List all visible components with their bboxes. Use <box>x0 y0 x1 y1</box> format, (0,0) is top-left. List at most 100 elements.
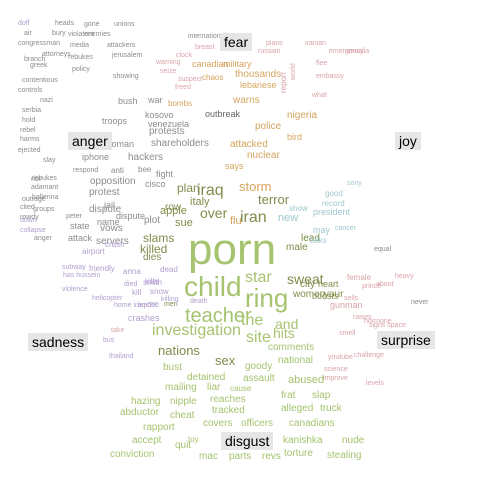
cloud-word: assault <box>243 373 275 384</box>
cloud-word: riot <box>31 176 41 183</box>
cloud-word: thousands <box>235 69 282 80</box>
cloud-word: protest <box>89 187 120 198</box>
cloud-word: iranian <box>305 40 327 47</box>
cloud-word: nipple <box>170 396 197 407</box>
cloud-word: record <box>322 199 345 208</box>
cloud-word: hackers <box>128 152 164 163</box>
cloud-word: city <box>300 279 315 290</box>
cloud-word: freed <box>175 84 191 91</box>
cloud-word: bee <box>138 165 152 174</box>
cloud-word: never <box>411 299 429 306</box>
cloud-word: tracked <box>212 405 245 416</box>
cloud-word: revs <box>262 451 281 462</box>
cloud-word: clock <box>176 52 192 59</box>
cloud-word: frat <box>281 390 296 401</box>
cloud-word: porn <box>188 225 277 274</box>
cloud-word: showing <box>113 73 139 80</box>
cloud-word: rapport <box>143 422 175 433</box>
cloud-word: cheat <box>170 410 195 421</box>
cloud-word: hits <box>273 325 295 341</box>
cloud-word: bush <box>118 96 138 106</box>
cloud-word: hold <box>22 117 36 124</box>
cloud-word: unions <box>114 21 135 28</box>
cloud-word: snow <box>150 287 169 296</box>
cloud-word: comments <box>268 342 315 353</box>
cloud-word: ballerina <box>32 194 59 201</box>
cloud-word: may <box>313 225 331 235</box>
cloud-word: helicopter <box>92 295 123 302</box>
cloud-word: outrage <box>22 196 46 203</box>
cloud-word: international <box>188 33 227 40</box>
cloud-word: quit <box>175 440 192 451</box>
cloud-word: slap <box>312 390 331 401</box>
category-label-joy: joy <box>395 132 421 150</box>
cloud-word: dispute <box>116 211 146 221</box>
cloud-word: nigeria <box>287 110 318 121</box>
cloud-word: iran <box>240 209 267 226</box>
cloud-word: heavy <box>395 273 414 280</box>
cloud-word: kill <box>132 288 142 297</box>
cloud-word: anti <box>111 166 124 175</box>
cloud-word: abductor <box>120 407 159 418</box>
cloud-word: seize <box>160 68 177 75</box>
cloud-word: cisco <box>145 179 166 189</box>
cloud-word: row <box>165 202 182 213</box>
cloud-word: flee <box>316 60 328 67</box>
cloud-word: apple <box>160 205 187 217</box>
cloud-word: air <box>24 30 32 37</box>
cloud-word: report <box>279 72 288 93</box>
cloud-word: sweat <box>287 271 324 287</box>
cloud-word: ring <box>245 283 289 313</box>
cloud-word: dies <box>143 252 162 263</box>
cloud-word: improve <box>323 375 348 382</box>
cloud-word: alleged <box>281 403 314 414</box>
cloud-word: fight <box>156 169 174 179</box>
cloud-word: truck <box>320 403 342 414</box>
cloud-word: nazi <box>40 97 53 104</box>
cloud-word: mailing <box>165 382 197 393</box>
cloud-word: collapse <box>20 227 46 234</box>
cloud-word: kosovo <box>145 110 174 120</box>
category-label-sadness: sadness <box>28 333 89 351</box>
cloud-word: bird <box>287 132 303 142</box>
cloud-word: mac <box>199 451 218 462</box>
cloud-word: site <box>246 329 271 346</box>
cloud-word: down <box>20 217 37 224</box>
category-label-anger: anger <box>68 132 112 150</box>
cloud-word: greek <box>30 62 48 69</box>
cloud-word: what <box>312 92 327 99</box>
cloud-word: vows <box>100 223 123 234</box>
cloud-word: respond <box>73 167 99 174</box>
cloud-word: peter <box>66 213 82 220</box>
cloud-word: canadian <box>192 59 229 69</box>
cloud-word: nations <box>158 343 200 358</box>
cloud-word: kanishka <box>283 435 323 446</box>
cloud-word: women <box>293 289 326 300</box>
cloud-word: anna <box>123 267 141 276</box>
cloud-word: torture <box>284 448 313 459</box>
cloud-word: kills <box>145 277 159 286</box>
cloud-word: nuclear <box>247 150 280 161</box>
cloud-word: good <box>325 189 343 198</box>
cloud-word: crash <box>105 240 125 249</box>
cloud-word: cancer <box>335 225 357 232</box>
cloud-word: death <box>190 298 208 305</box>
cloud-word: contentious <box>22 77 58 84</box>
cloud-word: new <box>278 212 299 224</box>
cloud-word: died <box>124 281 138 288</box>
cloud-word: show <box>289 204 308 213</box>
cloud-word: parts <box>229 451 252 462</box>
cloud-word: name <box>97 217 120 227</box>
cloud-word: leader <box>138 302 158 309</box>
cloud-word: gunman <box>330 300 363 310</box>
cloud-word: plot <box>144 215 161 226</box>
cloud-word: iraq <box>197 182 224 199</box>
cloud-word: state <box>70 221 90 231</box>
cloud-word: equal <box>374 246 392 253</box>
cloud-word: male <box>286 242 308 253</box>
cloud-word: outbreak <box>205 109 241 119</box>
cloud-word: protests <box>149 126 185 137</box>
cloud-word: youtube <box>328 354 353 361</box>
cloud-word: airport <box>82 247 105 256</box>
